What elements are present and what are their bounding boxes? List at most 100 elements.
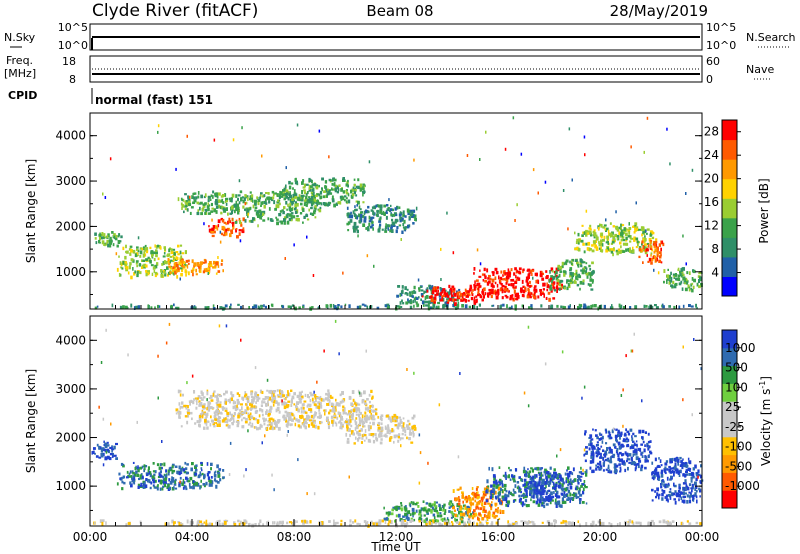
scatter-cell — [533, 477, 535, 481]
scatter-cell — [627, 229, 631, 233]
scatter-cell — [568, 471, 572, 475]
scatter-cell — [159, 470, 162, 474]
scatter-cell — [169, 481, 173, 485]
scatter-cell — [598, 463, 602, 466]
scatter-cell — [513, 289, 516, 294]
scatter-cell — [184, 415, 188, 418]
colorbar-swatch — [722, 198, 737, 219]
scatter-cell — [203, 403, 206, 406]
scatter-cell — [412, 209, 416, 213]
scatter-cell — [385, 210, 388, 213]
scatter-cell — [576, 261, 579, 264]
scatter-cell — [141, 248, 144, 251]
scatter-cell — [631, 437, 634, 442]
scatter-cell — [164, 247, 166, 251]
scatter-cell — [430, 287, 433, 290]
scatter-cell — [563, 270, 566, 273]
scatter-cell — [657, 464, 660, 468]
scatter-cell — [120, 235, 123, 239]
scatter-cell — [396, 294, 399, 298]
scatter-cell — [508, 466, 510, 470]
scatter-cell — [121, 487, 124, 491]
scatter-cell — [371, 416, 374, 421]
scatter-cell — [326, 403, 329, 406]
scatter-cell — [441, 295, 444, 300]
scatter-cell — [554, 493, 558, 497]
scatter-speckle — [583, 135, 586, 139]
scatter-cell — [437, 305, 440, 309]
scatter-cell — [688, 483, 692, 486]
scatter-cell — [658, 493, 661, 496]
scatter-cell — [694, 492, 697, 496]
nave-label: Nave — [746, 63, 774, 76]
scatter-cell — [283, 416, 286, 421]
scatter-cell — [492, 487, 495, 492]
scatter-cell — [131, 470, 134, 474]
scatter-cell — [202, 270, 205, 274]
scatter-cell — [602, 469, 605, 472]
scatter-cell — [331, 188, 334, 191]
scatter-cell — [556, 287, 560, 290]
scatter-cell — [388, 511, 390, 516]
scatter-cell — [238, 201, 241, 205]
scatter-cell — [134, 270, 137, 274]
scatter-cell — [592, 270, 595, 274]
scatter-cell — [302, 221, 304, 224]
scatter-cell — [458, 291, 461, 294]
scatter-cell — [423, 514, 426, 517]
scatter-cell — [550, 275, 554, 278]
scatter-cell — [316, 203, 319, 207]
scatter-cell — [435, 507, 438, 510]
scatter-cell — [289, 202, 292, 207]
power-panel-frame — [89, 112, 703, 310]
scatter-cell — [561, 261, 564, 266]
scatter-cell — [201, 414, 204, 419]
scatter-cell — [647, 447, 650, 451]
scatter-cell — [535, 279, 539, 284]
scatter-cell — [267, 197, 269, 200]
scatter-cell — [139, 466, 142, 470]
scatter-cell — [619, 436, 621, 440]
scatter-cell — [637, 447, 640, 451]
scatter-cell — [583, 453, 586, 457]
scatter-cell — [333, 415, 336, 417]
scatter-cell — [305, 213, 308, 217]
scatter-speckle — [179, 277, 181, 281]
scatter-cell — [310, 408, 313, 412]
scatter-cell — [606, 447, 608, 451]
scatter-cell — [352, 192, 355, 197]
nsky-panel-frame — [89, 23, 703, 51]
scatter-speckle — [479, 262, 482, 266]
scatter-cell — [658, 243, 661, 247]
scatter-cell — [466, 293, 469, 297]
scatter-cell — [411, 512, 415, 516]
scatter-cell — [660, 473, 664, 478]
scatter-cell — [442, 294, 445, 298]
scatter-cell — [362, 425, 364, 428]
scatter-cell — [516, 486, 519, 490]
scatter-cell — [317, 405, 320, 409]
scatter-cell — [430, 504, 433, 508]
scatter-cell — [700, 474, 702, 479]
scatter-cell — [515, 278, 518, 282]
scatter-cell — [195, 464, 198, 467]
scatter-cell — [337, 188, 340, 192]
scatter-cell — [318, 396, 321, 401]
scatter-cell — [268, 207, 271, 211]
scatter-cell — [460, 298, 464, 302]
scatter-cell — [371, 404, 374, 409]
scatter-cell — [363, 216, 367, 220]
scatter-cell — [161, 263, 164, 266]
scatter-cell — [115, 234, 118, 238]
scatter-cell — [223, 400, 226, 405]
scatter-cell — [250, 198, 254, 202]
scatter-cell — [698, 279, 701, 283]
scatter-cell — [103, 440, 105, 444]
scatter-cell — [578, 487, 581, 492]
scatter-cell — [300, 406, 303, 410]
scatter-cell — [629, 247, 631, 251]
scatter-speckle — [328, 155, 330, 159]
scatter-cell — [452, 287, 456, 292]
scatter-cell — [642, 244, 645, 249]
